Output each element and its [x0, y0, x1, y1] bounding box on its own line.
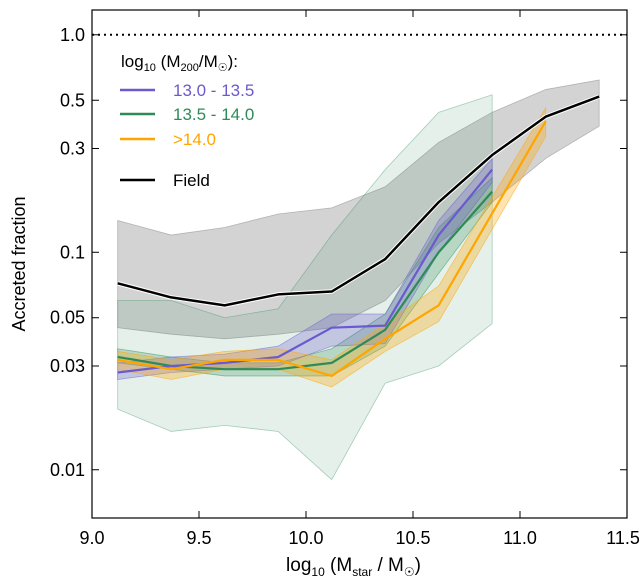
x-tick-label: 10.5: [395, 528, 430, 548]
line-13-0-13-5: [117, 168, 494, 374]
y-tick-label: 0.05: [50, 308, 85, 328]
x-label-sub: star: [352, 565, 372, 579]
legend-title-open: (M: [156, 52, 181, 71]
x-label-base: 10: [311, 565, 325, 579]
x-label-log: log: [286, 555, 311, 576]
band-14-0: [117, 106, 547, 388]
legend: log10 (M200/M☉): 13.0 - 13.5 13.5 - 14.0 >…: [120, 52, 254, 190]
x-label-close: ): [415, 555, 421, 576]
x-tick-label: 10.0: [288, 528, 323, 548]
axis-ticks: 9.0 9.5 10.0 10.5 11.0 11.5 0.01 0.03 0.05 0.1 0.3…: [50, 10, 639, 548]
legend-title: log10 (M200/M☉):: [121, 52, 238, 74]
x-tick-label: 11.5: [606, 528, 639, 548]
x-label-open: (M: [325, 555, 352, 576]
legend-title-close: ):: [228, 52, 238, 71]
y-tick-label: 0.01: [50, 460, 85, 480]
legend-label-13-5-14-0: 13.5 - 14.0: [173, 105, 254, 124]
y-tick-label: 0.03: [50, 356, 85, 376]
x-tick-label: 9.0: [79, 528, 104, 548]
series-lines: [117, 94, 600, 378]
x-label-sun: ☉: [404, 565, 415, 579]
legend-label-field: Field: [173, 171, 210, 190]
y-tick-label: 1.0: [60, 25, 85, 45]
x-axis-label: log10 (Mstar / M☉): [286, 555, 421, 579]
y-tick-label: 0.5: [60, 90, 85, 110]
x-label-mid: / M: [372, 555, 404, 576]
legend-title-base: 10: [144, 62, 156, 74]
uncertainty-bands: [117, 79, 600, 481]
legend-label-13-0-13-5: 13.0 - 13.5: [173, 81, 254, 100]
legend-label-14-0: >14.0: [173, 130, 216, 149]
y-tick-label: 0.3: [60, 138, 85, 158]
plot-frame: [91, 9, 628, 519]
x-tick-label: 11.0: [503, 528, 537, 548]
band-13-5-14-0-inner: [117, 176, 493, 377]
line-14-0: [117, 120, 547, 378]
y-tick-label: 0.1: [60, 242, 85, 262]
legend-title-mid: /M: [199, 52, 218, 71]
line-field: [117, 95, 600, 307]
legend-title-sub: 200: [180, 62, 198, 74]
band-field: [117, 79, 600, 340]
band-13-5-14-0: [117, 94, 493, 481]
legend-title-sun: ☉: [218, 62, 228, 74]
x-tick-label: 9.5: [186, 528, 211, 548]
legend-title-log: log: [121, 52, 144, 71]
y-axis-label: Accreted fraction: [9, 196, 29, 331]
band-13-0-13-5: [117, 157, 493, 380]
